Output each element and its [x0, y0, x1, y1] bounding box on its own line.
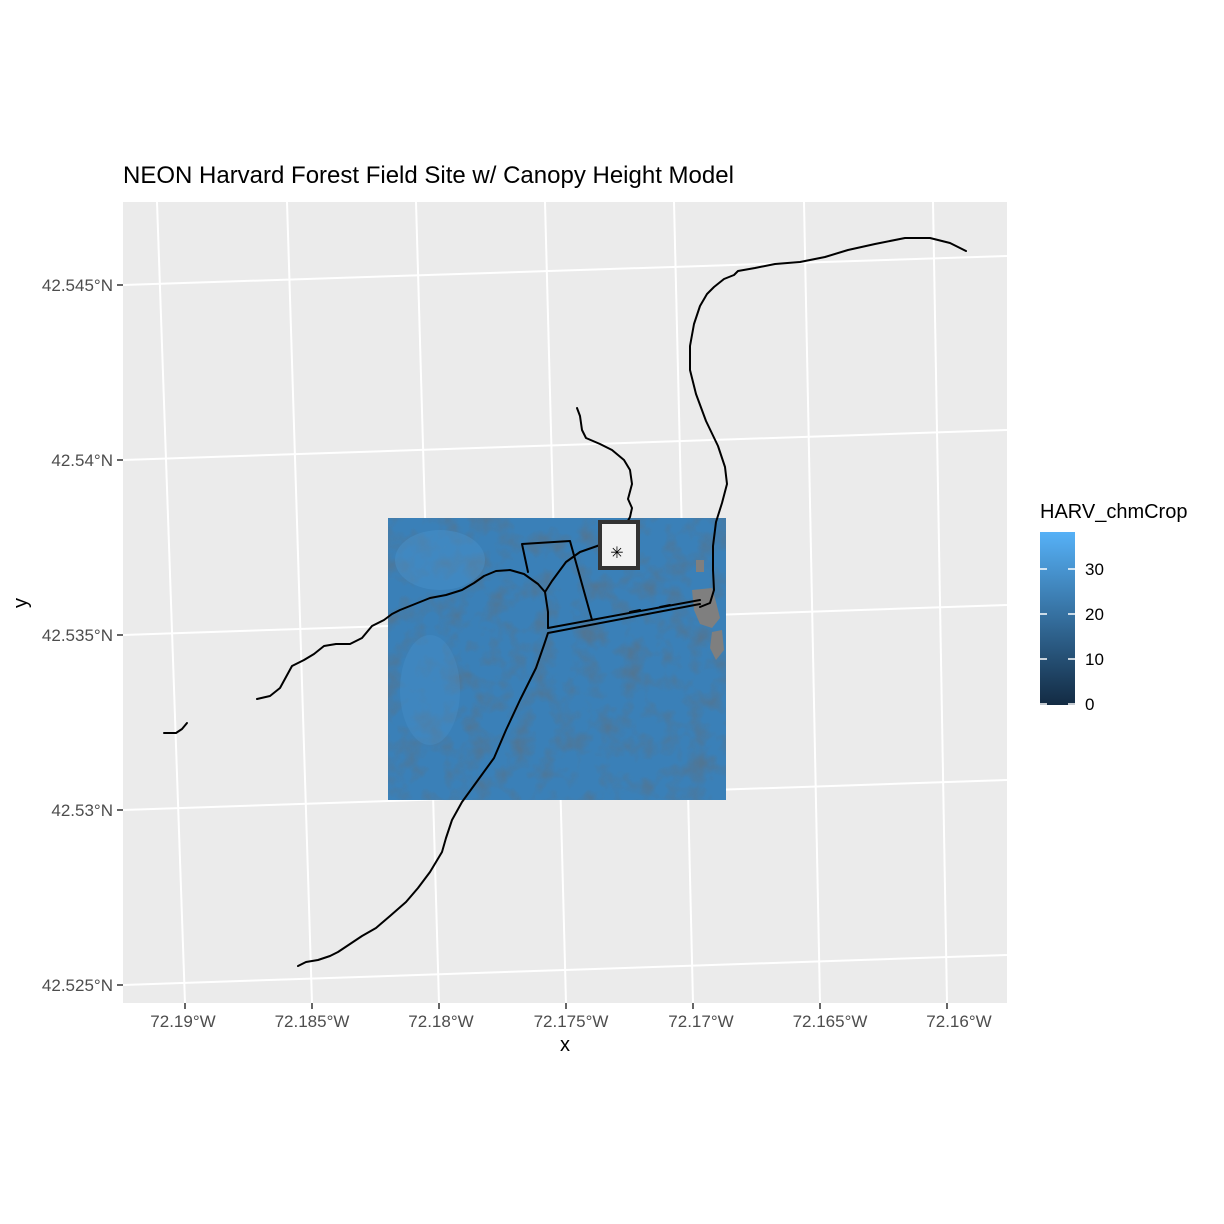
x-tick-label: 72.17°W: [668, 1012, 733, 1031]
study-area-boundary: [598, 520, 640, 570]
x-tick-label: 72.175°W: [534, 1012, 609, 1031]
chm-raster: [388, 518, 726, 800]
tower-location-marker: ✳: [610, 543, 623, 562]
x-tick-label: 72.19°W: [150, 1012, 215, 1031]
meridian-line: [156, 202, 186, 1003]
trail-line: [256, 407, 633, 700]
y-tick-label: 42.535°N: [42, 626, 113, 645]
meridian-line: [803, 202, 821, 1003]
y-tick-label: 42.54°N: [51, 451, 113, 470]
x-tick-label: 72.165°W: [793, 1012, 868, 1031]
y-tick-label: 42.53°N: [51, 801, 113, 820]
y-tick-labels: 42.545°N 42.54°N 42.535°N 42.53°N 42.525…: [42, 276, 113, 995]
parallel-line: [123, 429, 1007, 461]
colorbar: [1040, 532, 1075, 705]
raster-light-patch: [400, 635, 460, 745]
map-title: NEON Harvard Forest Field Site w/ Canopy…: [123, 162, 734, 189]
parallel-line: [123, 255, 1007, 286]
x-axis-title: x: [560, 1034, 570, 1056]
y-axis: [117, 284, 123, 986]
trail-line: [163, 722, 188, 734]
trail-segment: [629, 609, 641, 613]
legend-label: 20: [1085, 605, 1104, 624]
missing-data-patch: [692, 588, 720, 628]
legend-title: HARV_chmCrop: [1040, 501, 1187, 523]
meridian-line: [932, 202, 948, 1003]
trail-line: [521, 540, 593, 621]
y-tick-label: 42.525°N: [42, 976, 113, 995]
parallel-line: [123, 954, 1007, 986]
trail-line: [544, 591, 549, 629]
y-axis-title: y: [10, 598, 32, 608]
legend-label: 0: [1085, 695, 1094, 714]
missing-data-patch: [696, 560, 704, 572]
x-tick-label: 72.185°W: [275, 1012, 350, 1031]
x-tick-label: 72.16°W: [926, 1012, 991, 1031]
x-tick-labels: 72.19°W 72.185°W 72.18°W 72.175°W 72.17°…: [150, 1012, 991, 1031]
raster-light-patch: [395, 530, 485, 590]
colorbar-legend: HARV_chmCrop 0 10 20 30: [1040, 501, 1187, 714]
road-line: [297, 603, 701, 967]
y-tick-label: 42.545°N: [42, 276, 113, 295]
x-axis: [184, 1003, 948, 1009]
legend-label: 10: [1085, 650, 1104, 669]
missing-data-patch: [710, 630, 724, 660]
x-tick-label: 72.18°W: [408, 1012, 473, 1031]
trail-segment: [659, 604, 671, 608]
meridian-line: [286, 202, 313, 1003]
roads-lines: [163, 237, 967, 967]
main-road-line: [689, 237, 967, 608]
road-line: [547, 599, 701, 629]
legend-label: 30: [1085, 560, 1104, 579]
